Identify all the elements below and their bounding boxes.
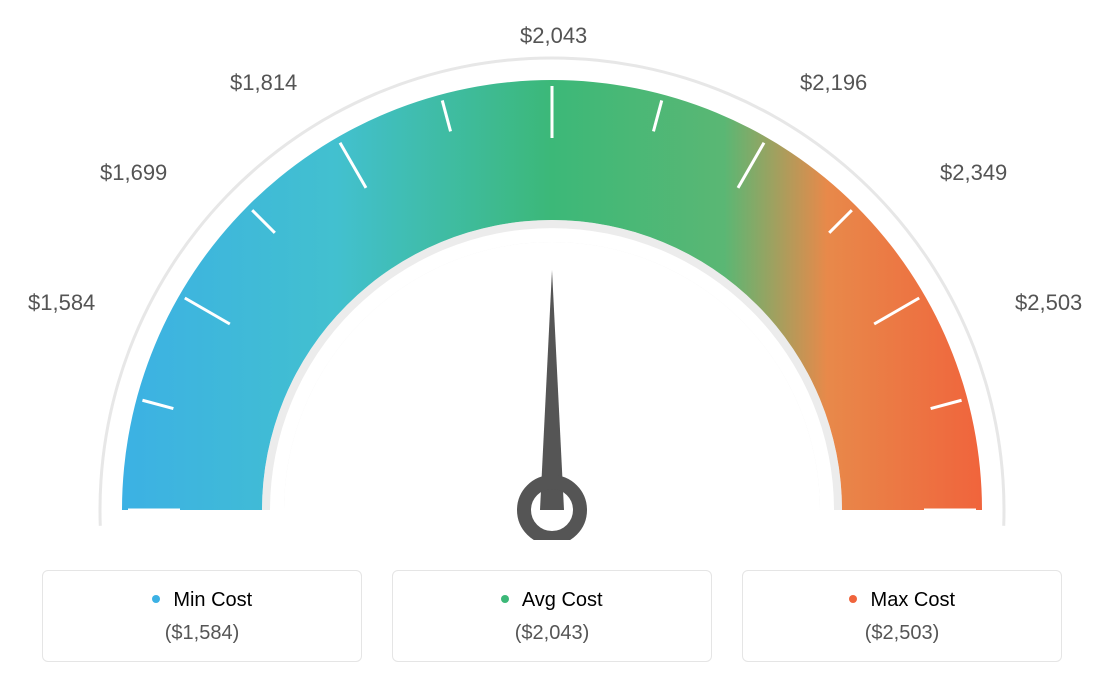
gauge-svg — [20, 20, 1084, 540]
tick-label: $1,814 — [230, 70, 297, 96]
legend-title-max: Max Cost — [743, 589, 1061, 612]
legend-title-avg: Avg Cost — [393, 589, 711, 612]
tick-label: $1,584 — [28, 290, 95, 316]
legend-card-max: Max Cost ($2,503) — [742, 570, 1062, 662]
legend-title-avg-text: Avg Cost — [522, 589, 603, 611]
dot-max — [849, 595, 857, 603]
tick-label: $2,503 — [1015, 290, 1082, 316]
tick-label: $2,043 — [520, 23, 587, 49]
legend-title-max-text: Max Cost — [871, 589, 955, 611]
legend-row: Min Cost ($1,584) Avg Cost ($2,043) Max … — [20, 570, 1084, 662]
tick-label: $1,699 — [100, 160, 167, 186]
dot-avg — [501, 595, 509, 603]
legend-title-min: Min Cost — [43, 589, 361, 612]
legend-title-min-text: Min Cost — [173, 589, 252, 611]
tick-label: $2,349 — [940, 160, 1007, 186]
tick-label: $2,196 — [800, 70, 867, 96]
legend-value-max: ($2,503) — [743, 622, 1061, 645]
legend-value-min: ($1,584) — [43, 622, 361, 645]
dot-min — [152, 595, 160, 603]
legend-value-avg: ($2,043) — [393, 622, 711, 645]
legend-card-min: Min Cost ($1,584) — [42, 570, 362, 662]
legend-card-avg: Avg Cost ($2,043) — [392, 570, 712, 662]
gauge-chart: $1,584 $1,699 $1,814 $2,043 $2,196 $2,349 $2,5… — [20, 20, 1084, 540]
